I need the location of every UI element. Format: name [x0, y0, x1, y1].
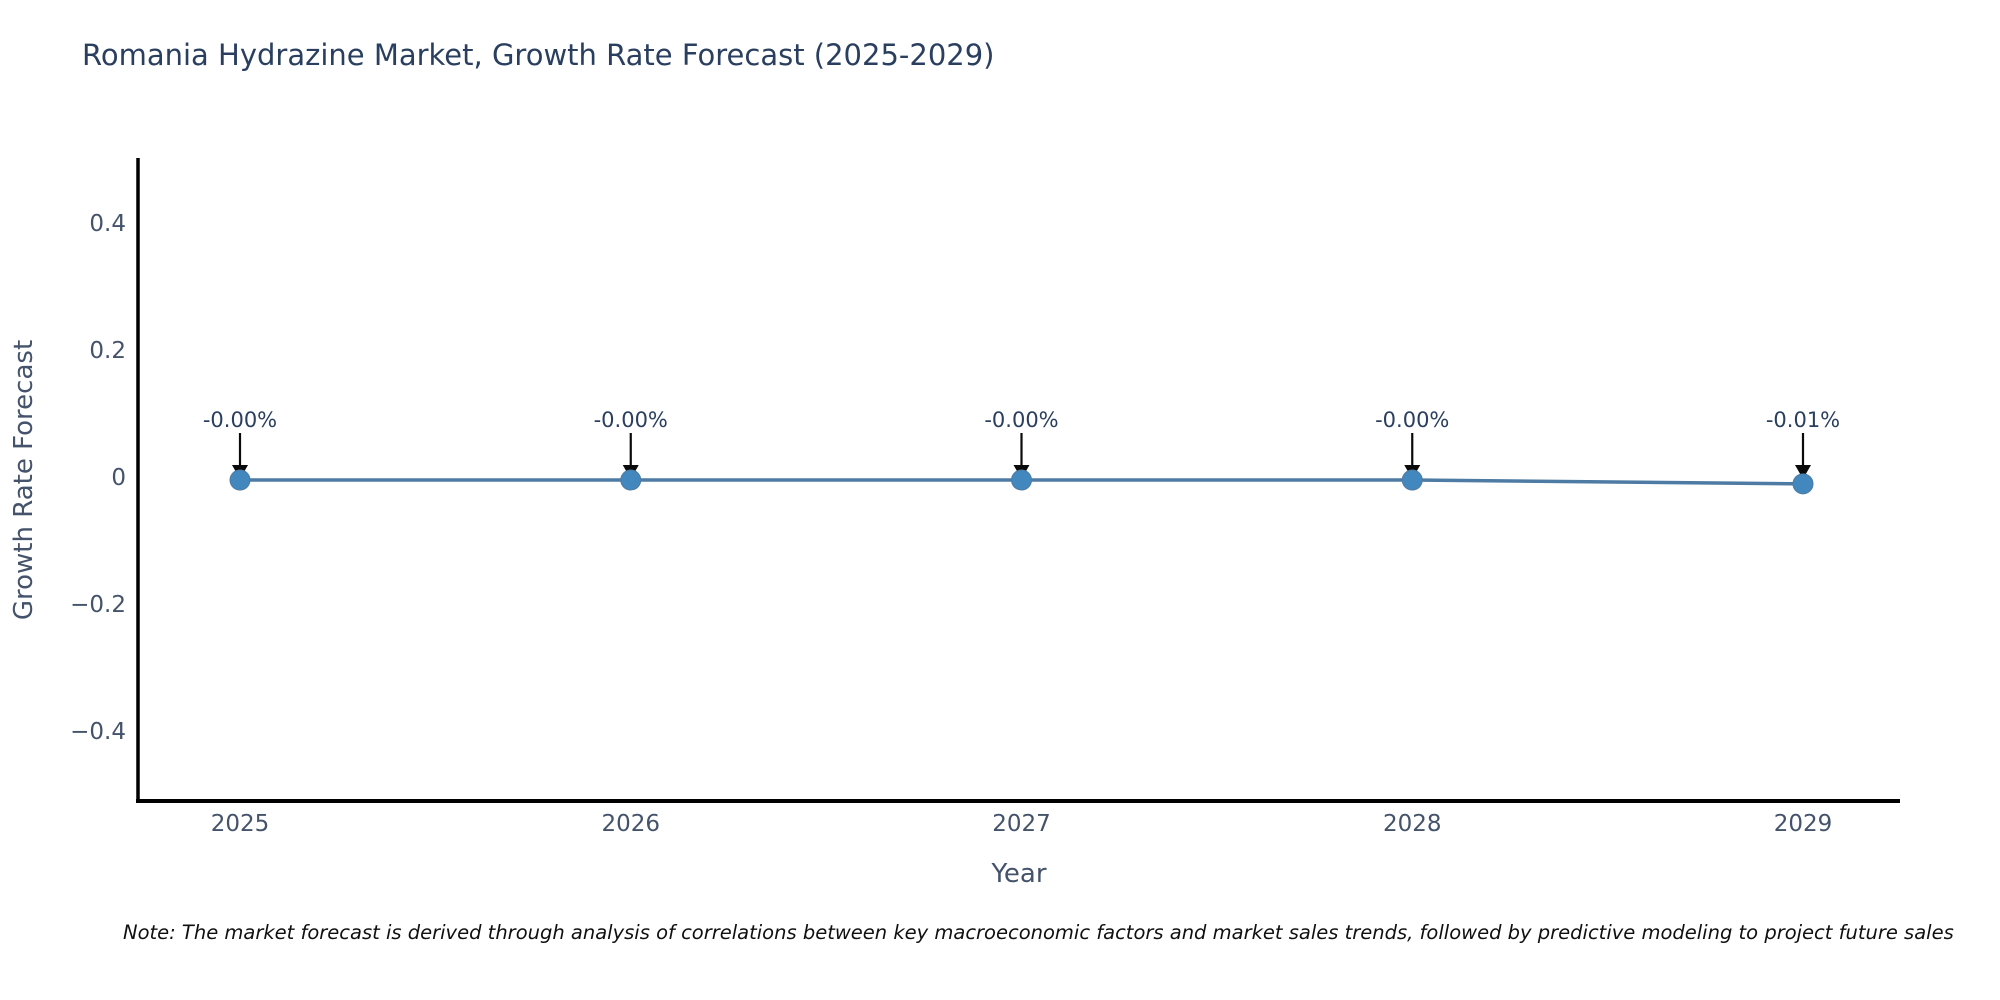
y-tick-label: 0 [111, 464, 126, 491]
x-tick-label: 2028 [1382, 811, 1442, 837]
x-tick-label: 2026 [601, 811, 661, 837]
x-tick-label: 2029 [1773, 811, 1833, 837]
y-tick-label: 0.4 [89, 210, 126, 237]
data-point-marker[interactable] [1011, 469, 1032, 491]
point-annotation: -0.00% [593, 408, 668, 432]
data-point-marker[interactable] [620, 469, 642, 491]
y-tick-label: 0.2 [89, 337, 126, 364]
data-point-marker[interactable] [1792, 473, 1814, 495]
y-tick-label: −0.2 [70, 591, 126, 618]
point-annotation: -0.00% [202, 408, 278, 432]
x-tick-label: 2027 [992, 811, 1051, 837]
data-point-marker[interactable] [229, 469, 251, 491]
y-tick-label: −0.4 [70, 718, 126, 745]
point-annotation: -0.00% [1375, 408, 1450, 432]
data-point-marker[interactable] [1401, 469, 1423, 491]
x-axis-title: Year [991, 859, 1047, 889]
x-tick-label: 2025 [210, 811, 270, 837]
y-axis-title: Growth Rate Forecast [9, 339, 39, 621]
footnote: Note: The market forecast is derived thr… [123, 921, 1954, 944]
chart-title: Romania Hydrazine Market, Growth Rate Fo… [82, 38, 995, 72]
point-annotation: -0.00% [984, 408, 1059, 432]
point-annotation: -0.01% [1765, 408, 1841, 432]
annotation-arrowhead [1795, 465, 1811, 479]
